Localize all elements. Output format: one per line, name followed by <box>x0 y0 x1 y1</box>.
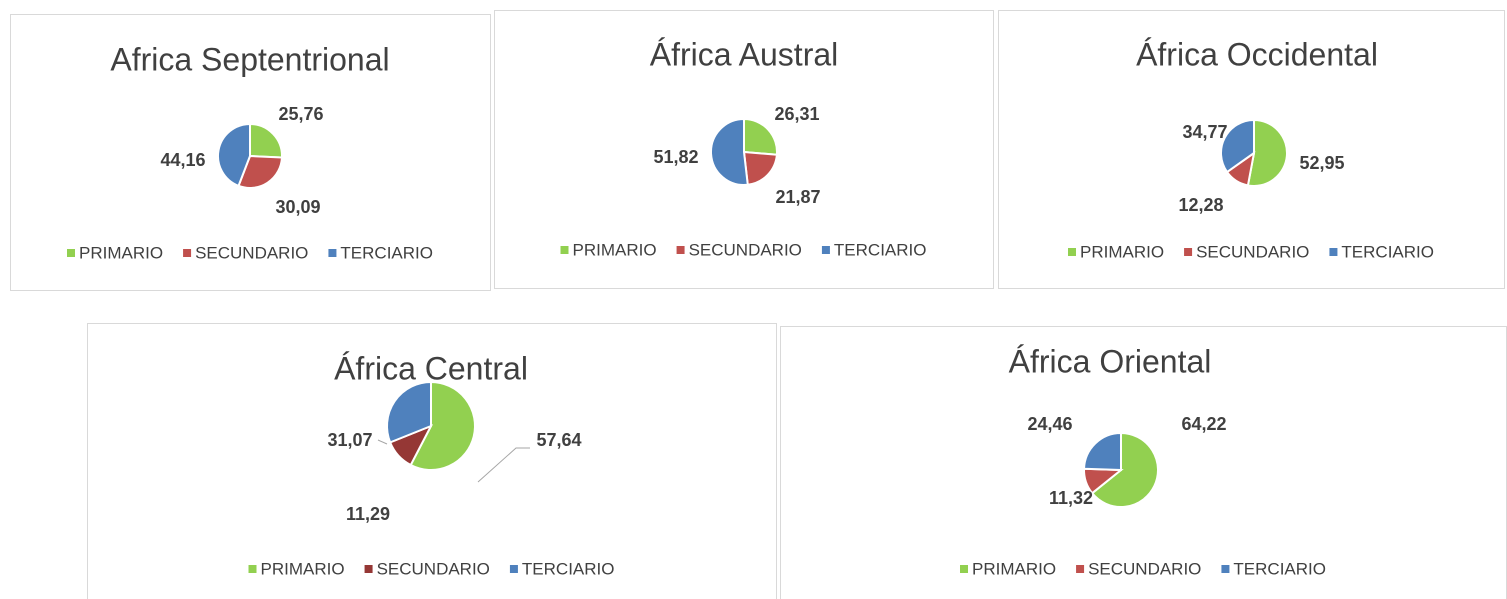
data-label: 31,07 <box>327 430 372 450</box>
legend-swatch <box>960 565 969 573</box>
legend-label: PRIMARIO <box>573 240 657 259</box>
legend-label: SECUNDARIO <box>1088 559 1201 578</box>
pie-slice <box>1090 431 1159 508</box>
legend-label: TERCIARIO <box>1341 242 1434 261</box>
legend-swatch <box>1076 565 1085 573</box>
pie-slice <box>217 122 251 188</box>
chart-title: Africa Septentrional <box>110 41 389 77</box>
legend-label: PRIMARIO <box>261 559 345 578</box>
legend-label: TERCIARIO <box>1233 559 1326 578</box>
pie-slice <box>409 380 476 471</box>
data-label: 12,28 <box>1178 195 1223 215</box>
legend-swatch <box>1221 565 1230 573</box>
legend-swatch <box>183 249 192 257</box>
pie-slice <box>1220 118 1255 174</box>
data-label: 11,29 <box>346 504 390 524</box>
data-label: 34,77 <box>1182 122 1227 142</box>
data-label: 57,64 <box>536 430 581 450</box>
legend-swatch <box>676 246 685 254</box>
legend-swatch <box>560 246 569 254</box>
chart-title: África Central <box>334 350 528 386</box>
legend-label: SECUNDARIO <box>377 559 490 578</box>
legend-label: SECUNDARIO <box>689 240 802 259</box>
pie-slice <box>386 380 432 444</box>
legend-label: TERCIARIO <box>340 243 433 262</box>
legend-swatch <box>328 249 337 257</box>
data-label: 44,16 <box>160 150 205 170</box>
legend-swatch <box>1329 248 1338 256</box>
chart-title: África Occidental <box>1136 36 1378 72</box>
leader-line <box>377 439 388 445</box>
data-label: 26,31 <box>774 104 819 124</box>
legend-label: PRIMARIO <box>972 559 1056 578</box>
legend-swatch <box>1184 248 1193 256</box>
legend-swatch <box>67 249 76 257</box>
legend-swatch <box>821 246 830 254</box>
legend-swatch <box>1068 248 1077 256</box>
legend-label: PRIMARIO <box>1080 242 1164 261</box>
data-label: 30,09 <box>275 197 320 217</box>
pie-slice <box>742 150 778 186</box>
legend-label: PRIMARIO <box>79 243 163 262</box>
chart-title: África Austral <box>650 36 839 72</box>
legend-swatch <box>248 565 257 573</box>
pie-slice <box>249 122 283 159</box>
legend-swatch <box>509 565 518 573</box>
pie-slice <box>237 154 284 189</box>
data-label: 25,76 <box>278 104 323 124</box>
pie-slice <box>710 117 749 186</box>
data-label: 52,95 <box>1299 153 1344 173</box>
pie-slice <box>743 117 778 156</box>
leader-line <box>477 447 530 483</box>
legend-label: SECUNDARIO <box>195 243 308 262</box>
pie-slice <box>1082 431 1122 472</box>
legend-swatch <box>364 565 373 573</box>
legend-label: TERCIARIO <box>834 240 927 259</box>
data-label: 21,87 <box>775 187 820 207</box>
data-label: 11,32 <box>1049 488 1093 508</box>
chart-title: África Oriental <box>1009 343 1212 379</box>
data-label: 24,46 <box>1027 414 1072 434</box>
data-label: 64,22 <box>1181 414 1226 434</box>
pie-slice <box>1246 118 1288 187</box>
legend-label: TERCIARIO <box>522 559 615 578</box>
legend-label: SECUNDARIO <box>1196 242 1309 261</box>
data-label: 51,82 <box>653 147 698 167</box>
